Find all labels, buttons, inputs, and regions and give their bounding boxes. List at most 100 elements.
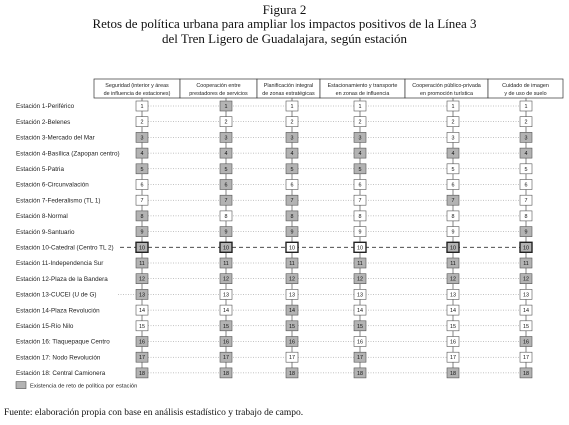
station-box-number: 14 (357, 308, 363, 314)
station-box-number: 10 (450, 245, 456, 251)
station-box (285, 289, 299, 300)
station-box (135, 257, 149, 269)
station-box-number: 18 (223, 371, 229, 377)
station-box (446, 367, 460, 379)
station-box (135, 273, 149, 285)
station-box-number: 16 (357, 340, 363, 346)
station-box-number: 14 (450, 308, 456, 314)
station-box-number: 4 (291, 151, 294, 157)
column-header-line-1: Estacionamiento y transporte (328, 83, 398, 89)
station-box (519, 289, 533, 300)
station-box (446, 273, 460, 285)
column-header-line-1: Cooperación público-privada (412, 83, 481, 89)
station-box (519, 336, 533, 347)
source-note: Fuente: elaboración propia con base en a… (4, 408, 304, 418)
station-box (519, 273, 533, 285)
station-box (353, 163, 367, 175)
station-box (285, 336, 299, 347)
station-label: Estación 14-Plaza Revolución (16, 307, 100, 314)
station-box-number: 17 (523, 355, 529, 361)
station-box (219, 194, 233, 206)
station-box-number: 1 (225, 104, 228, 110)
station-box (219, 241, 233, 254)
legend-text: Existencia de reto de política por estac… (30, 384, 137, 390)
station-box (135, 163, 149, 175)
station-box (285, 116, 299, 127)
station-box (285, 163, 299, 175)
station-box (353, 320, 367, 332)
station-box (285, 257, 299, 269)
station-box (519, 320, 533, 332)
station-box (219, 289, 233, 300)
station-box (353, 226, 367, 237)
station-box-number: 2 (141, 120, 144, 126)
station-box-number: 12 (450, 277, 456, 283)
station-label: Estación 10-Catedral (Centro TL 2) (16, 245, 114, 252)
station-box (446, 179, 460, 190)
station-box-number: 18 (139, 371, 145, 377)
station-box-number: 17 (223, 355, 229, 361)
station-box-number: 4 (141, 151, 144, 157)
station-box (353, 116, 367, 127)
station-box (519, 226, 533, 237)
figure-label: Figura 2 (262, 2, 307, 17)
column-header-line-1: Cuidado de imagen (502, 83, 549, 89)
station-box (446, 132, 460, 143)
station-box-number: 15 (450, 324, 456, 330)
station-box (135, 289, 149, 300)
station-box (135, 367, 149, 379)
station-box-number: 15 (139, 324, 145, 330)
station-box-number: 3 (225, 135, 228, 141)
column-header-line-2: de zonas estratégicas (262, 91, 315, 97)
station-box-number: 16 (450, 340, 456, 346)
station-box (135, 179, 149, 190)
station-box (353, 179, 367, 190)
station-box-number: 6 (525, 183, 528, 189)
station-box-number: 15 (523, 324, 529, 330)
station-box-number: 2 (225, 120, 228, 126)
station-box-number: 3 (291, 135, 294, 141)
station-box-number: 6 (141, 183, 144, 189)
station-box (219, 100, 233, 112)
column-header-line-1: Seguridad (interior y áreas (105, 83, 169, 89)
station-box-number: 18 (357, 371, 363, 377)
station-box-number: 10 (139, 245, 145, 251)
station-box (353, 336, 367, 347)
station-box (353, 210, 367, 222)
station-box-number: 12 (223, 277, 229, 283)
column-header-line-2: de influencia de estaciones) (104, 91, 171, 97)
station-box-number: 6 (291, 183, 294, 189)
station-box (353, 257, 367, 269)
station-box (135, 226, 149, 237)
station-box (285, 273, 299, 285)
station-box-number: 14 (223, 308, 229, 314)
station-box-number: 13 (523, 292, 529, 298)
station-box-number: 1 (525, 104, 528, 110)
station-box (135, 194, 149, 206)
station-box (219, 257, 233, 269)
station-box-number: 16 (289, 340, 295, 346)
station-label: Estación 8-Normal (16, 213, 68, 220)
station-box-number: 13 (289, 292, 295, 298)
station-box (285, 351, 299, 363)
station-box (135, 100, 149, 112)
station-box-number: 12 (289, 277, 295, 283)
station-box-number: 16 (223, 340, 229, 346)
station-box-number: 13 (450, 292, 456, 298)
station-box-number: 3 (141, 135, 144, 141)
station-box (219, 116, 233, 127)
station-box-number: 16 (139, 340, 145, 346)
station-box (353, 147, 367, 159)
station-box-number: 12 (357, 277, 363, 283)
station-box-number: 6 (225, 183, 228, 189)
column-header-line-2: en promoción turística (420, 91, 473, 97)
station-box (219, 132, 233, 143)
station-label: Estación 18: Central Camionera (16, 370, 106, 377)
station-box-number: 1 (291, 104, 294, 110)
station-box-number: 8 (359, 214, 362, 220)
station-box-number: 7 (525, 198, 528, 204)
station-box-number: 2 (525, 120, 528, 126)
station-label: Estación 17: Nodo Revolución (16, 354, 101, 361)
station-box-number: 18 (289, 371, 295, 377)
